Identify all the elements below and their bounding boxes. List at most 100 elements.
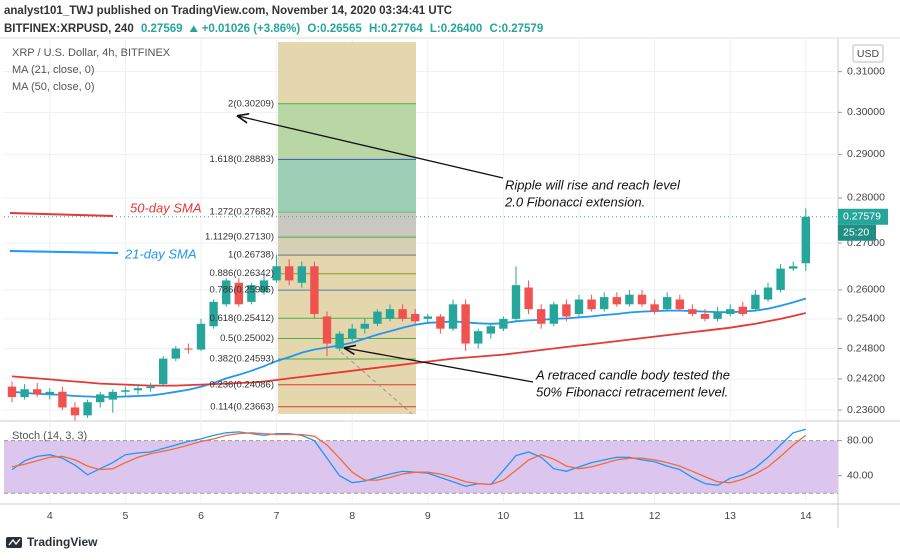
candle-body <box>234 282 243 305</box>
candle-body <box>7 386 17 398</box>
fib-label: 0.786(0.25995) <box>210 285 274 296</box>
candle-body <box>222 280 231 305</box>
sma-label: 50-day SMA <box>130 200 202 215</box>
fib-label: 0.618(0.25412) <box>210 313 274 324</box>
candle-body <box>763 287 773 300</box>
brand-logo <box>6 537 22 548</box>
candle-body <box>171 348 180 359</box>
annotation: 2.0 Fibonacci extension. <box>504 194 645 209</box>
symbol: BITFINEX:XRPUSD, 240 <box>4 23 134 35</box>
x-tick-label: 7 <box>274 510 280 522</box>
candle-body <box>448 304 458 329</box>
candle-body <box>511 285 521 319</box>
brand: TradingView <box>27 535 98 549</box>
candle-body <box>625 294 634 305</box>
y-tick-label: 0.23600 <box>847 404 885 416</box>
candle-body <box>322 316 332 344</box>
high-value: H:0.27764 <box>369 23 423 35</box>
annotation: 50% Fibonacci retracement level. <box>536 384 728 399</box>
fib-label: 2(0.30209) <box>228 98 274 109</box>
candle-body <box>96 394 105 403</box>
candle-body <box>108 391 117 400</box>
fib-zone <box>278 212 416 238</box>
fib-label: 0.114(0.23663) <box>210 401 274 412</box>
stoch-band <box>4 440 838 494</box>
annotation-arrow <box>345 348 534 383</box>
moving-average <box>11 312 807 387</box>
candle-body <box>587 299 596 310</box>
legend-entry: MA (50, close, 0) <box>12 81 95 93</box>
sma-label: 21-day SMA <box>124 246 197 261</box>
y-tick-label: 0.31000 <box>847 65 885 77</box>
candle-body <box>33 389 42 395</box>
y-tick-label: 0.28000 <box>847 192 885 204</box>
candle-body <box>411 314 420 322</box>
candle-body <box>133 388 143 391</box>
candle-body <box>272 266 281 281</box>
candle-body <box>146 386 155 389</box>
sma-marker-line <box>9 250 119 254</box>
close-value: C:0.27579 <box>490 23 544 35</box>
countdown-label: 25:20 <box>843 227 869 239</box>
candle-body <box>70 407 80 416</box>
currency[interactable]: USD <box>857 48 880 60</box>
y-tick-label: 0.30000 <box>847 106 885 118</box>
candle-body <box>574 299 584 315</box>
low-value: L:0.26400 <box>430 23 482 35</box>
candle-body <box>184 348 193 350</box>
open-value: O:0.26565 <box>307 23 362 35</box>
x-tick-label: 9 <box>425 510 431 522</box>
y-tick-label: 40.00 <box>847 469 873 481</box>
fib-label: 0.886(0.26342) <box>210 268 274 279</box>
candle-body <box>45 391 54 395</box>
annotation: Ripple will rise and reach level <box>505 177 681 192</box>
candle-body <box>398 309 407 319</box>
candle-body <box>738 306 747 315</box>
annotation-arrow <box>238 116 504 179</box>
candle-body <box>159 358 168 385</box>
y-tick-label: 80.00 <box>847 434 873 446</box>
candle-body <box>537 309 546 324</box>
stoch-line <box>11 432 807 486</box>
stoch-title: Stoch (14, 3, 3) <box>12 430 87 442</box>
candle-body <box>121 390 130 392</box>
candle-body <box>789 266 798 269</box>
x-tick-label: 8 <box>349 510 355 522</box>
candle-body <box>751 294 760 310</box>
candle-body <box>310 266 319 315</box>
candle-body <box>688 309 697 315</box>
fib-label: 1.1129(0.27130) <box>205 232 274 243</box>
x-tick-label: 6 <box>198 510 204 522</box>
fib-label: 1(0.26738) <box>228 250 274 261</box>
candle-body <box>524 287 533 310</box>
candle-body <box>335 333 344 349</box>
candle-body <box>348 328 357 339</box>
annotation: A retraced candle body tested the <box>535 367 730 382</box>
candle-body <box>297 266 306 283</box>
moving-average <box>11 297 807 398</box>
fib-zone <box>278 103 416 160</box>
x-tick-label: 11 <box>574 510 585 522</box>
candle-body <box>423 316 432 319</box>
y-tick-label: 0.26000 <box>847 284 885 296</box>
candle-body <box>360 323 369 329</box>
fib-zone <box>278 237 416 256</box>
candle-body <box>209 301 218 327</box>
currency-box[interactable] <box>852 44 884 63</box>
candle-body <box>726 309 735 315</box>
chart-title: XRP / U.S. Dollar, 4h, BITFINEX <box>12 47 171 59</box>
candle-body <box>700 314 710 319</box>
x-tick-label: 10 <box>498 510 510 522</box>
countdown-tag <box>838 224 876 241</box>
header-quote: BITFINEX:XRPUSD, 240 0.27569 +0.01026 (+… <box>4 23 543 35</box>
fib-label: 1.272(0.27682) <box>210 207 274 218</box>
y-tick-label: 0.24800 <box>847 342 885 354</box>
candle-body <box>650 304 659 312</box>
fib-label: 0.5(0.25002) <box>220 333 274 344</box>
overlay-layer: analyst101_TWJ published on TradingView.… <box>4 5 888 549</box>
fib-label: 0.382(0.24593) <box>210 353 274 364</box>
legend-entry: MA (21, close, 0) <box>12 64 95 76</box>
candle-body <box>20 389 29 398</box>
y-tick-label: 0.29000 <box>847 148 885 160</box>
